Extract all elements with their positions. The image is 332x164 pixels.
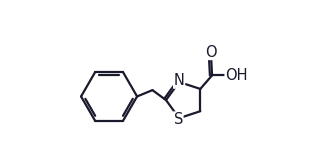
Text: N: N <box>174 73 185 88</box>
Text: S: S <box>174 112 183 127</box>
Text: O: O <box>206 45 217 60</box>
Text: OH: OH <box>225 68 247 83</box>
